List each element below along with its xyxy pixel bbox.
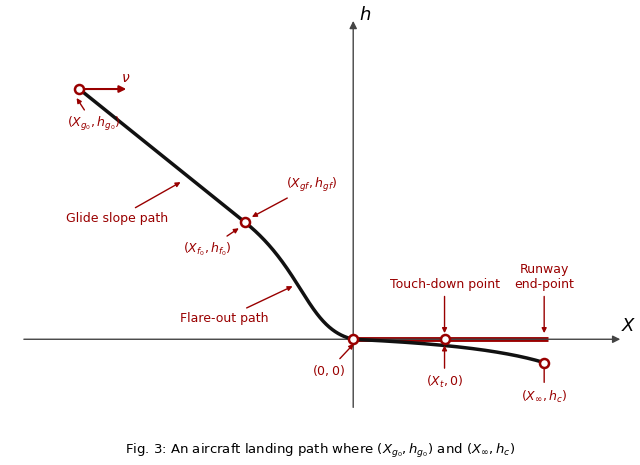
- Text: $(X_{f_0},h_{f_0})$: $(X_{f_0},h_{f_0})$: [183, 229, 237, 258]
- Text: Glide slope path: Glide slope path: [65, 183, 179, 225]
- Text: $(X_t,0)$: $(X_t,0)$: [426, 374, 463, 391]
- Text: $(X_{\infty},h_c)$: $(X_{\infty},h_c)$: [521, 389, 568, 405]
- Text: Runway
end-point: Runway end-point: [514, 263, 574, 332]
- Text: Fig. 3: An aircraft landing path where $(X_{g_0}, h_{g_0})$ and $(X_{\infty}, h_: Fig. 3: An aircraft landing path where $…: [125, 442, 515, 460]
- Text: $\nu$: $\nu$: [121, 71, 130, 85]
- Text: $X$: $X$: [621, 317, 636, 335]
- Text: $h$: $h$: [359, 6, 371, 24]
- Text: Flare-out path: Flare-out path: [180, 287, 291, 325]
- Text: $(X_{g_0},h_{g_0})$: $(X_{g_0},h_{g_0})$: [67, 100, 120, 133]
- Text: $(X_{gf},h_{gf})$: $(X_{gf},h_{gf})$: [253, 176, 337, 216]
- Text: Touch-down point: Touch-down point: [390, 278, 500, 332]
- Text: $(0,0)$: $(0,0)$: [312, 345, 353, 379]
